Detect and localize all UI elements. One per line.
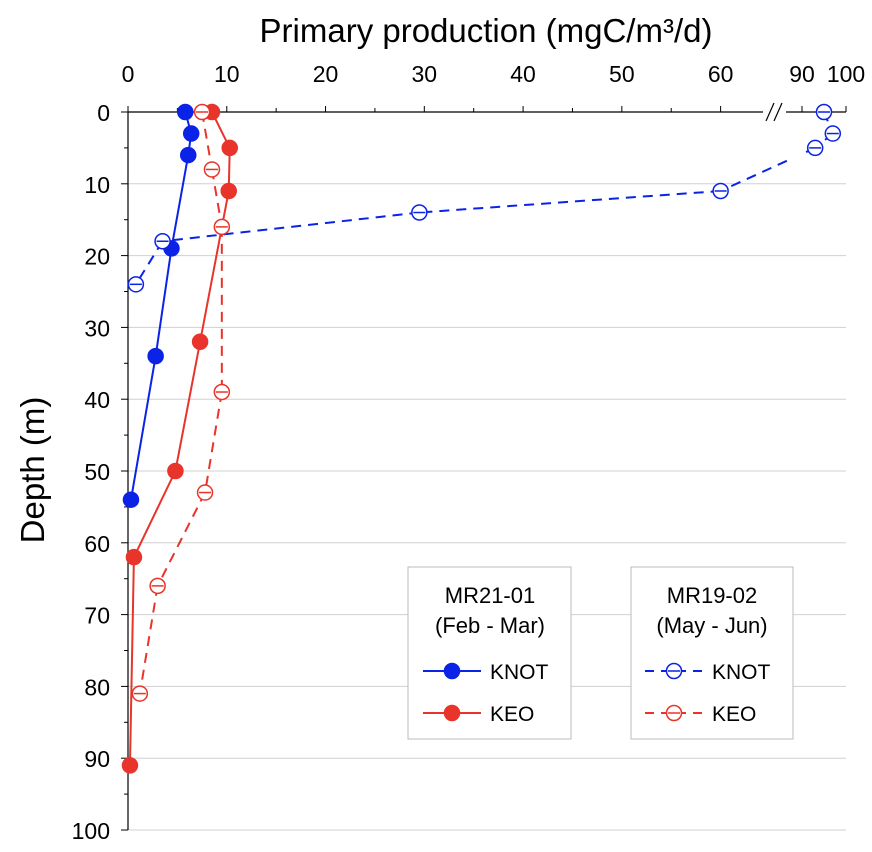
x-tick-label: 10 [214, 61, 240, 87]
legend-title-line2: (May - Jun) [656, 613, 767, 638]
data-point [177, 103, 194, 121]
series-segment [720, 159, 788, 192]
axis-break-mark [773, 102, 783, 122]
legend-label-keo: KEO [490, 703, 534, 726]
legend-title-line2: (Feb - Mar) [435, 613, 545, 638]
series-segment [156, 492, 206, 587]
series-segment [199, 190, 230, 342]
y-tick-label: 60 [84, 531, 110, 557]
legend-box [407, 566, 572, 740]
series-segment [129, 355, 157, 500]
series [121, 103, 842, 774]
data-point [182, 125, 200, 142]
series-segment [210, 169, 223, 228]
x-tick-label: 40 [510, 61, 536, 87]
x-axis-title: Primary production (mgC/m³/d) [260, 12, 713, 49]
legend-marker-knot [443, 662, 461, 680]
x-tick-label: 100 [827, 61, 865, 87]
legend-mr19-02: MR19-02 (May - Jun) KNOT KEO [630, 566, 794, 740]
x-tick-label: 50 [609, 61, 635, 87]
y-tick-label: 40 [84, 387, 110, 413]
legend-label-knot: KNOT [712, 661, 771, 684]
series-segment [204, 391, 223, 493]
legend-title-line1: MR21-01 [445, 583, 535, 608]
series-segment [201, 111, 213, 170]
data-point [125, 548, 143, 566]
data-point [121, 757, 139, 774]
data-point [179, 146, 197, 164]
x-tick-label: 30 [412, 61, 438, 87]
data-point [220, 182, 237, 200]
x-tick-label: 20 [313, 61, 339, 87]
series-segment [133, 470, 177, 558]
data-point [191, 333, 209, 351]
series-mr21-01-knot [122, 103, 200, 508]
series-segment [419, 189, 721, 214]
y-axis-title: Depth (m) [14, 397, 51, 544]
y-tick-label: 70 [84, 603, 110, 629]
legend-marker-keo [443, 704, 461, 722]
legend-label-knot: KNOT [490, 661, 549, 684]
legend-box [630, 566, 794, 740]
series-segment [162, 211, 420, 243]
grid-lines [128, 183, 846, 831]
series-segment [170, 154, 190, 249]
y-tick-label: 90 [84, 746, 110, 772]
x-tick-label: 60 [708, 61, 734, 87]
series-segment [154, 248, 173, 357]
y-tick-label: 30 [84, 315, 110, 341]
y-tick-label: 0 [97, 100, 110, 126]
legend-label-keo: KEO [712, 703, 756, 726]
data-point [167, 462, 184, 480]
data-point [221, 139, 238, 157]
y-tick-label: 20 [84, 244, 110, 270]
axis-break-mark [765, 102, 775, 122]
y-tick-label: 100 [72, 818, 110, 844]
legend-mr21-01: MR21-01 (Feb - Mar) KNOT KEO [407, 566, 572, 740]
x-tick-label: 90 [789, 61, 815, 87]
series-mr19-02-keo [131, 103, 231, 702]
legend-title-line1: MR19-02 [667, 583, 757, 608]
data-point [122, 491, 140, 508]
y-tick-label: 80 [84, 674, 110, 700]
series-segment [174, 341, 202, 472]
series-segment [138, 585, 159, 694]
series-segment [135, 240, 164, 285]
series-mr19-02-knot [127, 103, 842, 293]
x-tick-label: 0 [122, 61, 135, 87]
data-point [147, 347, 164, 365]
y-tick-label: 50 [84, 459, 110, 485]
series-segment [128, 557, 135, 766]
axes: 0 10 20 30 40 50 60 70 80 90 100 0 10 20 30 40 50 60 90 100 [72, 61, 866, 844]
y-tick-label: 10 [84, 172, 110, 198]
